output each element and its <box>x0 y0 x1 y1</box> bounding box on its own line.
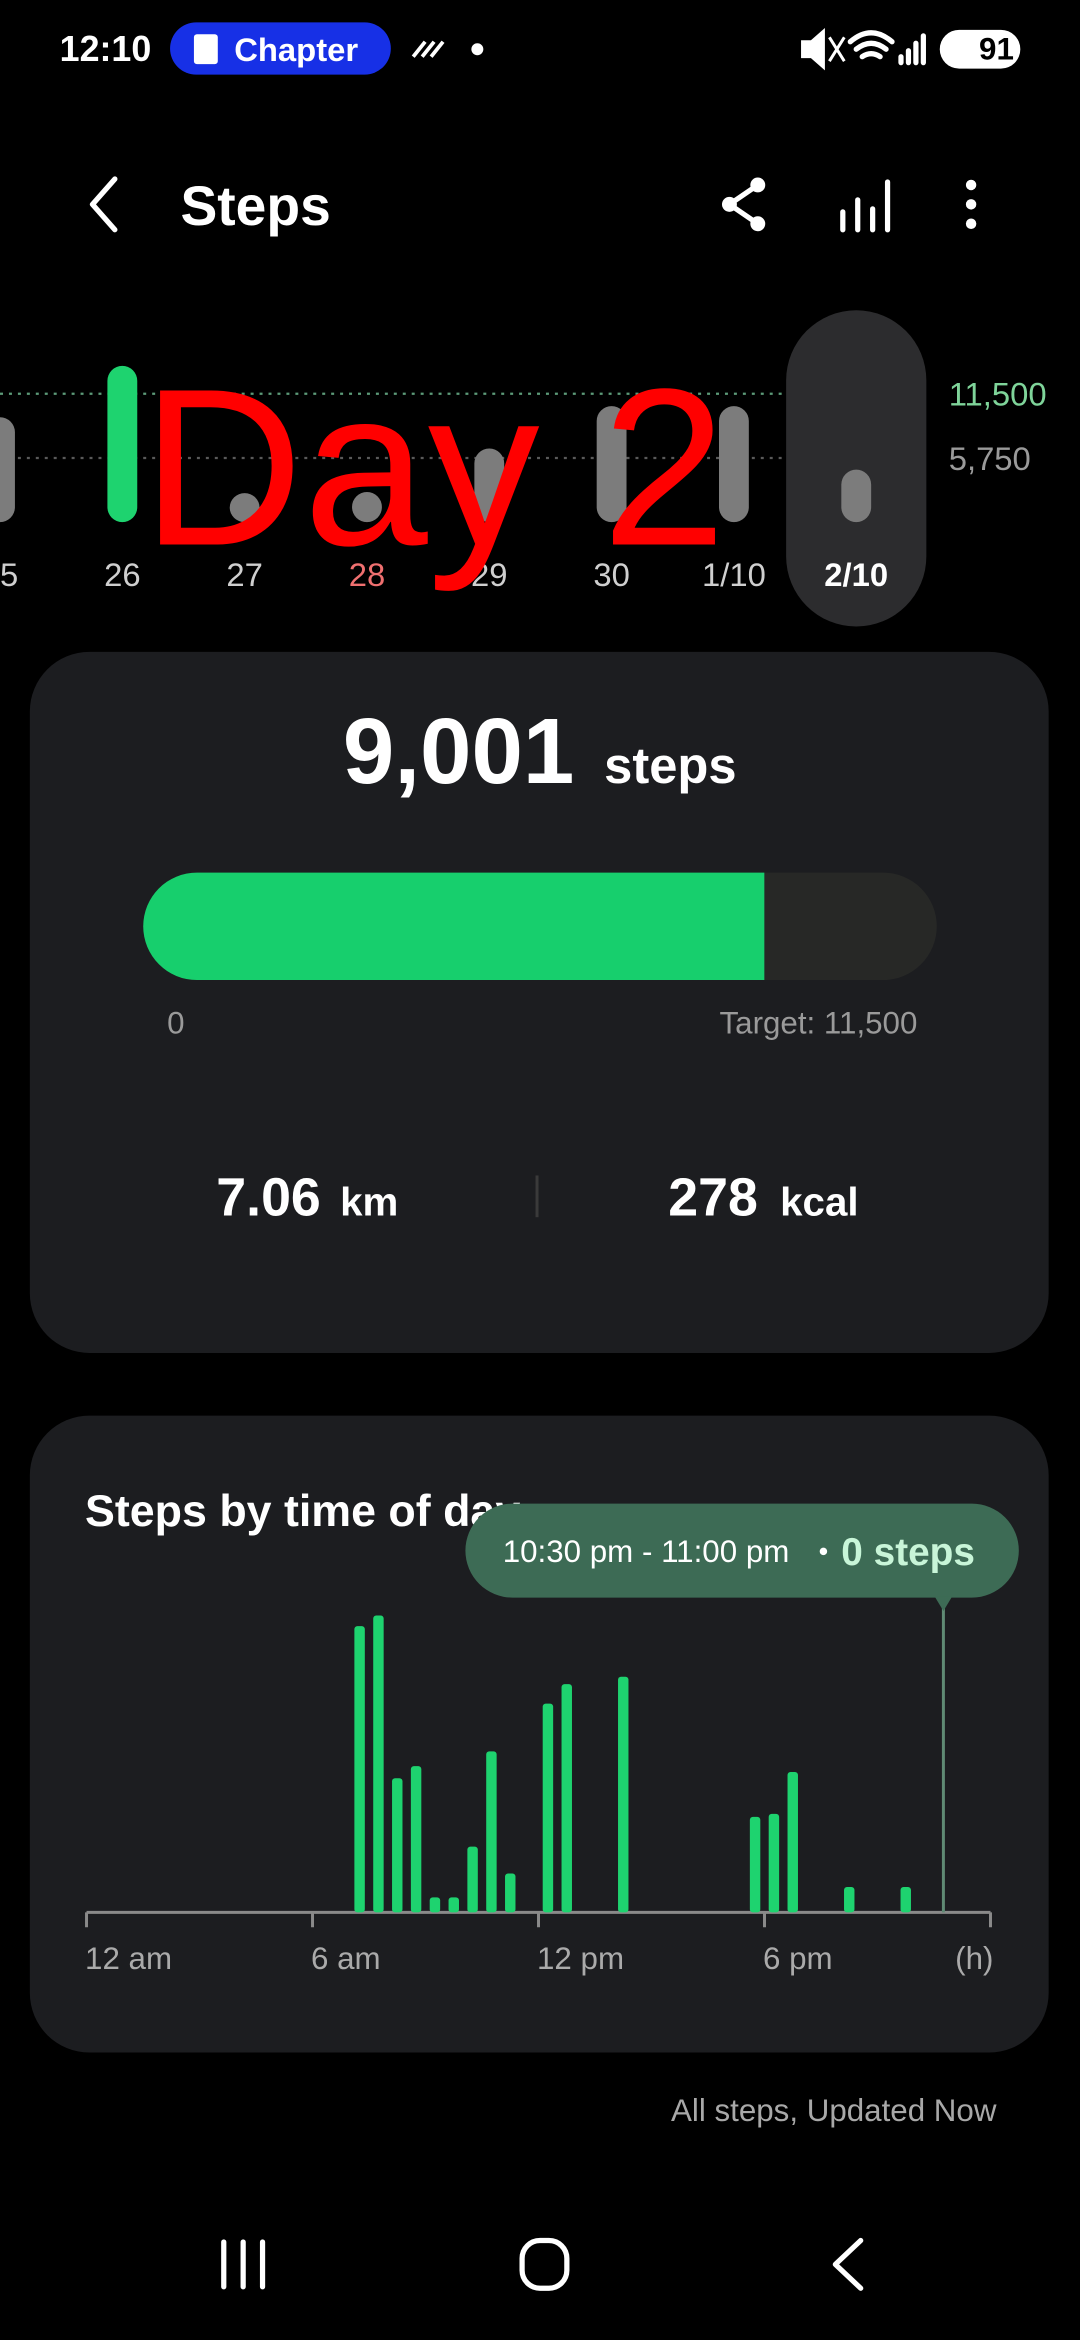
back-nav-button[interactable] <box>832 2237 864 2291</box>
calories-value: 278 <box>668 1168 758 1228</box>
day-bar <box>229 493 260 523</box>
time-bar <box>486 1751 497 1913</box>
time-bar <box>505 1873 516 1913</box>
day-bar <box>841 469 872 523</box>
status-dot <box>471 43 484 56</box>
tooltip-pointer <box>934 1596 953 1612</box>
page-title: Steps <box>181 175 331 237</box>
day-bar <box>352 491 382 523</box>
progress-target: Target: 11,500 <box>720 1006 918 1041</box>
time-bar <box>410 1766 422 1913</box>
day-bar <box>596 406 627 523</box>
progress-fill <box>143 872 765 981</box>
day-bar <box>0 417 15 523</box>
day-bar <box>474 448 505 523</box>
mute-icon <box>801 28 846 71</box>
time-bar <box>429 1897 441 1913</box>
day-chart: 11,500 5,750 25 26 27 28 29 30 1/10 2/10 <box>0 310 1047 627</box>
status-icon <box>411 40 445 58</box>
wifi-icon <box>847 30 895 60</box>
x-tick-label: 12 am <box>85 1941 172 1976</box>
tooltip-box <box>465 1503 1019 1598</box>
time-bar <box>542 1703 554 1913</box>
time-bar <box>448 1897 459 1913</box>
signal-icon <box>898 33 926 66</box>
time-bar <box>373 1615 384 1913</box>
app-header: Steps <box>89 175 977 237</box>
tooltip-value: 0 steps <box>841 1531 975 1574</box>
book-icon <box>193 34 218 65</box>
time-bar <box>354 1626 365 1913</box>
home-button[interactable] <box>519 2237 570 2291</box>
card-background <box>29 651 1049 1353</box>
time-bar <box>787 1772 798 1913</box>
distance-unit: km <box>340 1180 398 1225</box>
day-label: 28 <box>349 556 385 593</box>
battery-level: 91 <box>979 32 1014 67</box>
day-bar <box>107 365 138 523</box>
notification-text: Chapter <box>234 31 358 68</box>
back-button[interactable] <box>89 176 118 233</box>
y-tick-label: 11,500 <box>949 376 1047 413</box>
progress-min: 0 <box>167 1006 184 1041</box>
time-bar <box>618 1676 629 1913</box>
x-tick-label: 6 am <box>311 1941 381 1976</box>
summary-card: 9,001 steps 0 Target: 11,500 7.06 km 278… <box>29 651 1049 1353</box>
day-label: 26 <box>104 556 140 593</box>
time-bar <box>392 1778 403 1913</box>
battery-pill <box>939 29 1021 69</box>
x-tick-label: 6 pm <box>763 1941 833 1976</box>
time-bar <box>749 1816 761 1913</box>
time-bar <box>768 1813 780 1913</box>
day-label: 29 <box>471 556 507 593</box>
status-bar: 12:10 Chapter 91 <box>60 22 1021 75</box>
x-tick-label: 12 pm <box>537 1941 624 1976</box>
share-button[interactable] <box>721 177 766 232</box>
recents-button[interactable] <box>221 2239 266 2290</box>
chart-button[interactable] <box>840 179 891 233</box>
time-bar <box>467 1846 478 1913</box>
day-label: 2/10 <box>824 556 888 593</box>
day-bar <box>719 406 749 523</box>
more-button[interactable] <box>965 179 977 229</box>
day-label: 1/10 <box>702 556 766 593</box>
nav-bar <box>221 2237 864 2291</box>
time-chart-card: Steps by time of day (h) 12 am 6 am 12 pm 6… <box>29 1415 1049 2053</box>
distance-value: 7.06 <box>216 1168 321 1228</box>
day-label: 30 <box>593 556 629 593</box>
selected-day-pill[interactable] <box>786 310 927 627</box>
time-bar <box>561 1684 572 1913</box>
time-bar <box>900 1886 911 1913</box>
time-bar <box>844 1886 855 1913</box>
x-axis-unit: (h) <box>955 1941 993 1976</box>
overlay-text: Day 2 <box>142 342 727 592</box>
tooltip-separator <box>819 1547 828 1556</box>
tooltip-range: 10:30 pm - 11:00 pm <box>503 1534 790 1569</box>
steps-unit: steps <box>604 737 736 794</box>
day-label: 25 <box>0 556 18 593</box>
status-time: 12:10 <box>60 29 152 69</box>
day-label: 27 <box>226 556 262 593</box>
notification-pill[interactable] <box>170 22 391 75</box>
calories-unit: kcal <box>780 1180 858 1225</box>
y-tick-label: 5,750 <box>949 440 1031 477</box>
time-chart-title: Steps by time of day <box>85 1486 520 1536</box>
steps-count: 9,001 <box>343 699 574 803</box>
footer-note: All steps, Updated Now <box>671 2093 997 2128</box>
